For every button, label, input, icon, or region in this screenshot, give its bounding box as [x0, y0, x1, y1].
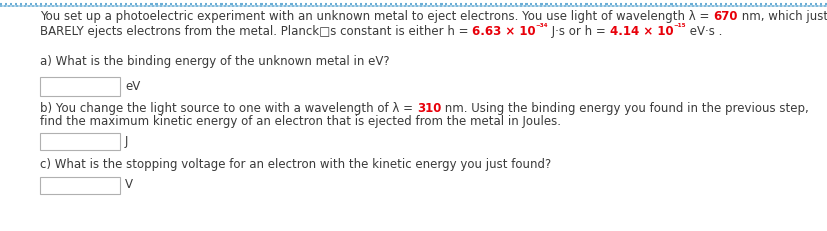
Text: nm, which just: nm, which just: [737, 10, 827, 23]
Text: 4.14 × 10: 4.14 × 10: [609, 25, 673, 38]
Text: BARELY ejects electrons from the metal. Planck□s constant is either h =: BARELY ejects electrons from the metal. …: [40, 25, 471, 38]
Text: 670: 670: [712, 10, 737, 23]
Text: You set up a photoelectric experiment with an unknown metal to eject electrons. : You set up a photoelectric experiment wi…: [40, 10, 712, 23]
Text: eV·s .: eV·s .: [686, 25, 722, 38]
Text: ⁻¹⁵: ⁻¹⁵: [673, 23, 686, 32]
Text: 6.63 × 10: 6.63 × 10: [471, 25, 535, 38]
FancyBboxPatch shape: [40, 177, 120, 194]
Text: c) What is the stopping voltage for an electron with the kinetic energy you just: c) What is the stopping voltage for an e…: [40, 158, 551, 171]
Text: find the maximum kinetic energy of an electron that is ejected from the metal in: find the maximum kinetic energy of an el…: [40, 115, 561, 128]
Text: b) You change the light source to one with a wavelength of λ =: b) You change the light source to one wi…: [40, 102, 416, 115]
Text: 310: 310: [416, 102, 441, 115]
Text: eV: eV: [125, 80, 140, 93]
FancyBboxPatch shape: [40, 77, 120, 96]
Text: J: J: [125, 135, 128, 148]
FancyBboxPatch shape: [40, 133, 120, 150]
Text: ⁻³⁴: ⁻³⁴: [535, 23, 547, 32]
Text: a) What is the binding energy of the unknown metal in eV?: a) What is the binding energy of the unk…: [40, 55, 390, 68]
Text: nm. Using the binding energy you found in the previous step,: nm. Using the binding energy you found i…: [441, 102, 808, 115]
Text: V: V: [125, 178, 133, 191]
Text: J·s or h =: J·s or h =: [547, 25, 609, 38]
